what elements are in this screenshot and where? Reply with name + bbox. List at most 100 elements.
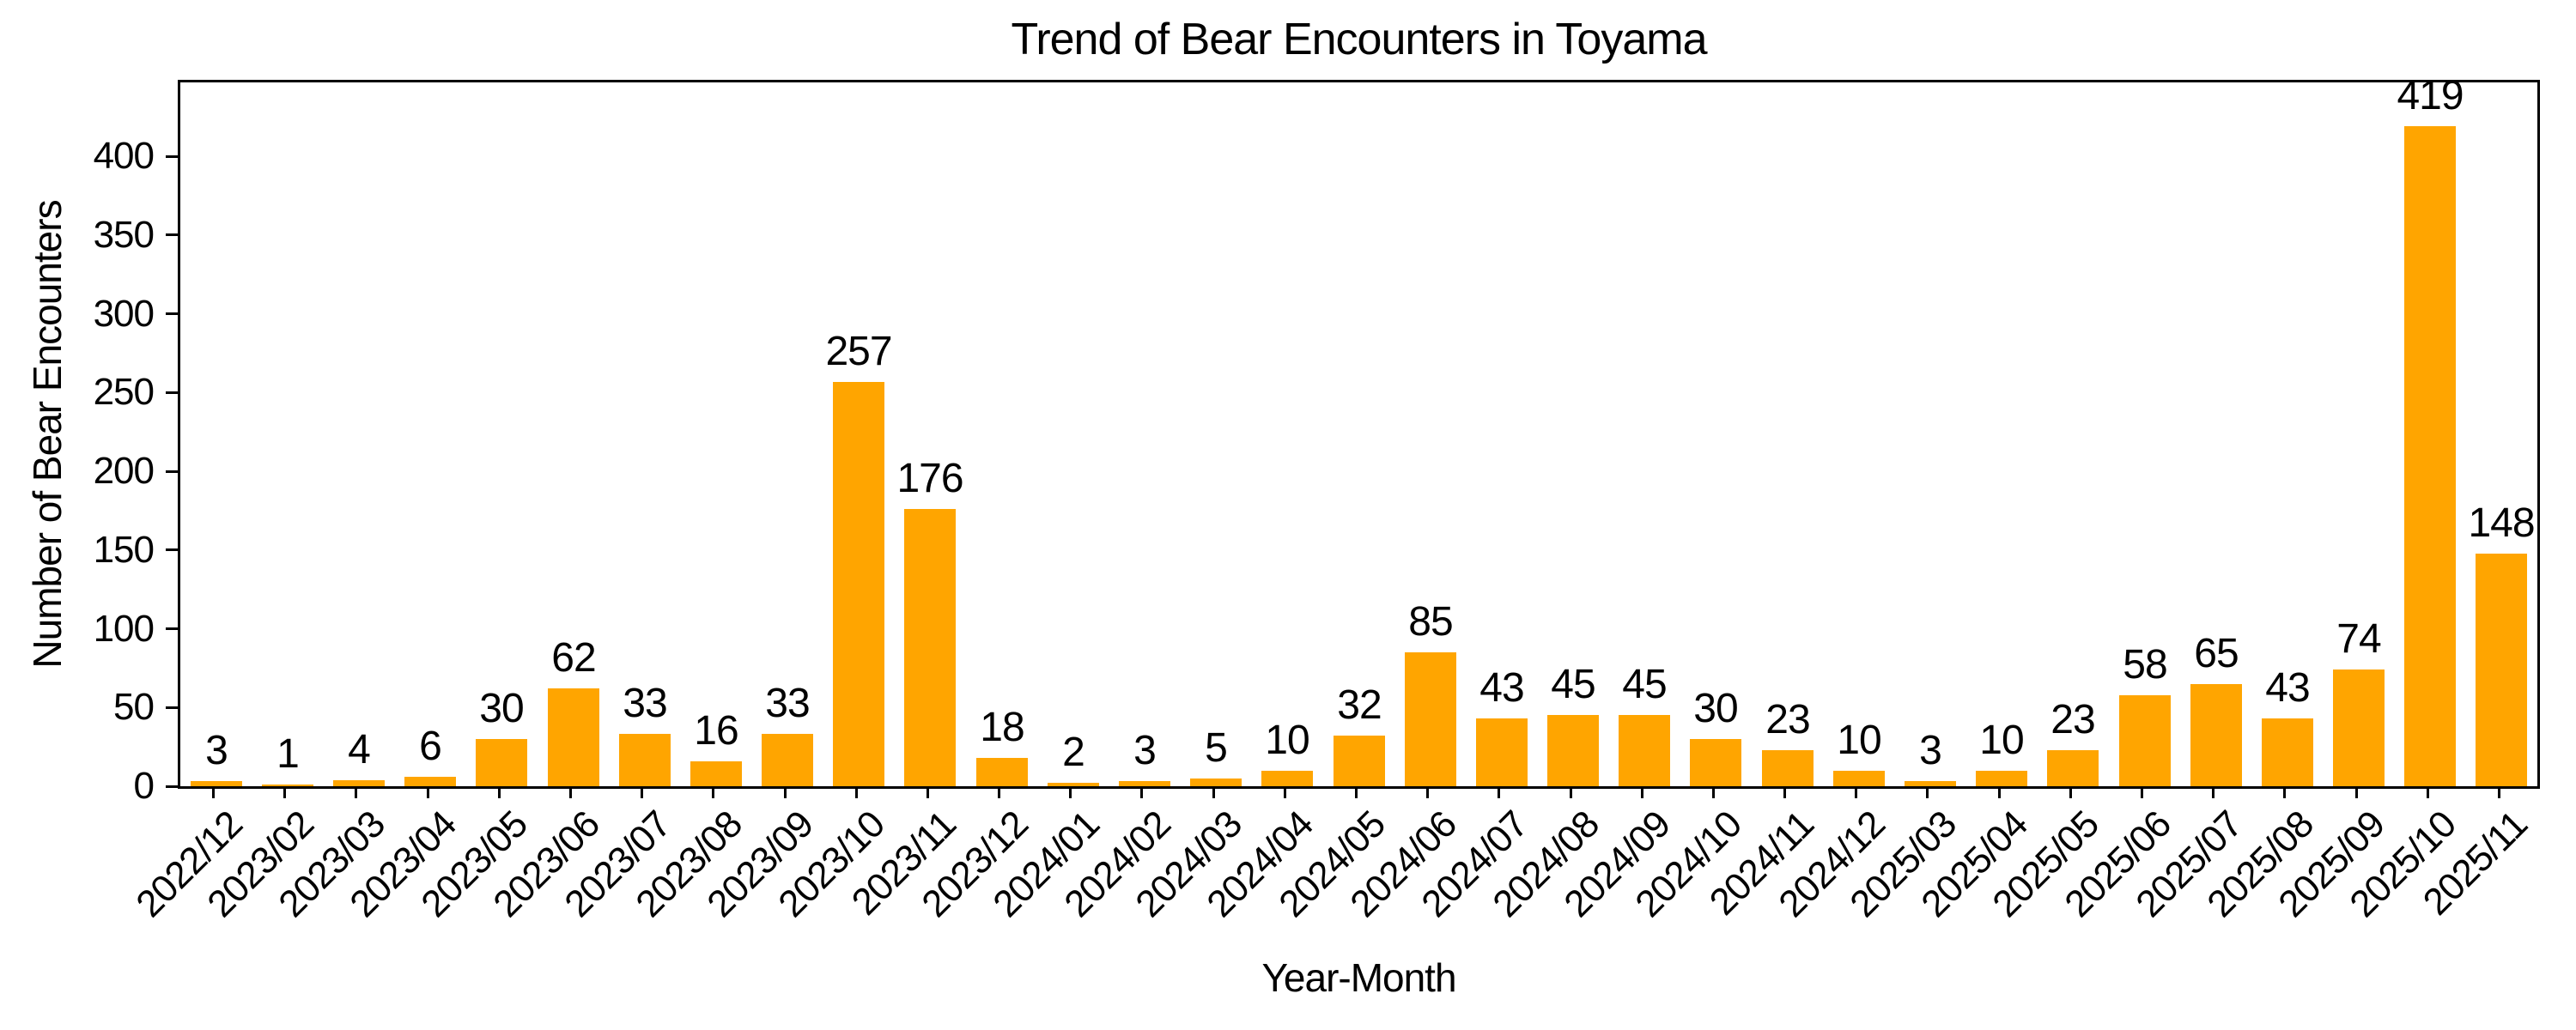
bar bbox=[690, 761, 742, 786]
bar bbox=[1690, 739, 1741, 786]
y-tick-mark bbox=[166, 548, 178, 552]
bar bbox=[548, 688, 599, 786]
x-tick-mark bbox=[2069, 786, 2072, 798]
bar-value-label: 30 bbox=[1693, 686, 1738, 731]
bar bbox=[762, 734, 813, 786]
bar bbox=[2262, 718, 2313, 786]
bar-value-label: 62 bbox=[551, 635, 596, 681]
y-tick-label: 50 bbox=[113, 686, 155, 729]
bar-value-label: 176 bbox=[896, 456, 963, 501]
bar bbox=[1190, 779, 1242, 786]
x-tick-mark bbox=[1569, 786, 1572, 798]
bar bbox=[904, 509, 956, 786]
bar-value-label: 43 bbox=[2265, 665, 2310, 711]
y-tick-label: 250 bbox=[93, 371, 155, 414]
x-tick-mark bbox=[712, 786, 715, 798]
y-tick-label: 400 bbox=[93, 135, 155, 178]
x-tick-mark bbox=[426, 786, 429, 798]
bar-value-label: 30 bbox=[479, 686, 524, 731]
bar-value-label: 18 bbox=[980, 705, 1024, 750]
bar-value-label: 58 bbox=[2123, 642, 2167, 688]
bar bbox=[1976, 771, 2027, 786]
bar-value-label: 257 bbox=[825, 329, 892, 374]
chart-title: Trend of Bear Encounters in Toyama bbox=[1011, 15, 1707, 64]
bar-value-label: 6 bbox=[419, 724, 442, 769]
y-tick-label: 150 bbox=[93, 528, 155, 571]
bar bbox=[1334, 736, 1385, 786]
bar bbox=[1619, 715, 1670, 786]
bar bbox=[2190, 684, 2242, 786]
y-tick-label: 100 bbox=[93, 607, 155, 650]
y-tick-label: 300 bbox=[93, 292, 155, 335]
x-axis-label: Year-Month bbox=[1261, 955, 1456, 1000]
x-tick-mark bbox=[783, 786, 787, 798]
x-tick-mark bbox=[1140, 786, 1144, 798]
x-tick-mark bbox=[641, 786, 644, 798]
plot-area: 3 1 4 6 30 62 33 16 33 257 176 18 2 3 5 10 32 85 43 45 45 30 2… bbox=[178, 73, 2540, 789]
bar bbox=[1119, 781, 1170, 786]
bar bbox=[404, 777, 456, 786]
y-tick-mark bbox=[166, 785, 178, 788]
bar-value-label: 74 bbox=[2336, 616, 2381, 662]
bar-value-label: 16 bbox=[694, 708, 738, 754]
bar bbox=[976, 758, 1028, 786]
y-tick-mark bbox=[166, 627, 178, 631]
x-tick-mark bbox=[1855, 786, 1858, 798]
x-tick-mark bbox=[2141, 786, 2143, 798]
bar-value-label: 32 bbox=[1337, 682, 1382, 728]
bar bbox=[262, 785, 313, 786]
x-tick-mark bbox=[1212, 786, 1215, 798]
bar bbox=[2119, 695, 2171, 786]
bar bbox=[1905, 781, 1956, 786]
bar bbox=[2333, 670, 2385, 786]
x-tick-mark bbox=[998, 786, 1001, 798]
x-tick-mark bbox=[926, 786, 929, 798]
bar bbox=[619, 734, 671, 786]
bar bbox=[833, 382, 884, 786]
bar-value-label: 10 bbox=[1265, 718, 1309, 763]
x-tick-mark bbox=[355, 786, 358, 798]
y-tick-mark bbox=[166, 470, 178, 473]
x-tick-mark bbox=[212, 786, 216, 798]
bar-value-label: 1 bbox=[276, 731, 300, 777]
x-tick-mark bbox=[854, 786, 858, 798]
bar bbox=[2476, 554, 2527, 786]
bar bbox=[1762, 750, 1814, 786]
bar bbox=[2047, 750, 2099, 786]
bar-value-label: 23 bbox=[1765, 697, 1810, 742]
bar-value-label: 33 bbox=[623, 681, 667, 726]
x-tick-mark bbox=[1283, 786, 1286, 798]
x-tick-mark bbox=[1640, 786, 1643, 798]
x-tick-mark bbox=[2497, 786, 2500, 798]
y-tick-mark bbox=[166, 233, 178, 237]
y-tick-mark bbox=[166, 391, 178, 394]
bar-value-label: 23 bbox=[2050, 697, 2095, 742]
bar bbox=[1476, 718, 1528, 786]
bar bbox=[1547, 715, 1599, 786]
bar bbox=[191, 781, 242, 786]
bar bbox=[1833, 771, 1885, 786]
bar bbox=[1261, 771, 1313, 786]
x-tick-mark bbox=[1426, 786, 1430, 798]
bar bbox=[333, 780, 385, 786]
x-tick-mark bbox=[2212, 786, 2215, 798]
bar-value-label: 148 bbox=[2468, 500, 2535, 546]
y-tick-label: 350 bbox=[93, 213, 155, 256]
x-tick-mark bbox=[1355, 786, 1358, 798]
y-tick-label: 0 bbox=[133, 765, 155, 807]
bar-value-label: 45 bbox=[1551, 662, 1595, 707]
bar-value-label: 45 bbox=[1622, 662, 1667, 707]
x-tick-mark bbox=[1498, 786, 1501, 798]
y-tick-mark bbox=[166, 706, 178, 709]
x-tick-mark bbox=[1711, 786, 1715, 798]
x-tick-mark bbox=[1997, 786, 2001, 798]
y-axis-label: Number of Bear Encounters bbox=[25, 200, 70, 669]
x-tick-mark bbox=[2354, 786, 2358, 798]
x-tick-mark bbox=[569, 786, 572, 798]
bar-value-label: 85 bbox=[1408, 599, 1453, 645]
bar-value-label: 3 bbox=[205, 728, 228, 773]
x-tick-mark bbox=[497, 786, 501, 798]
bar bbox=[1048, 783, 1099, 786]
bar bbox=[476, 739, 527, 786]
